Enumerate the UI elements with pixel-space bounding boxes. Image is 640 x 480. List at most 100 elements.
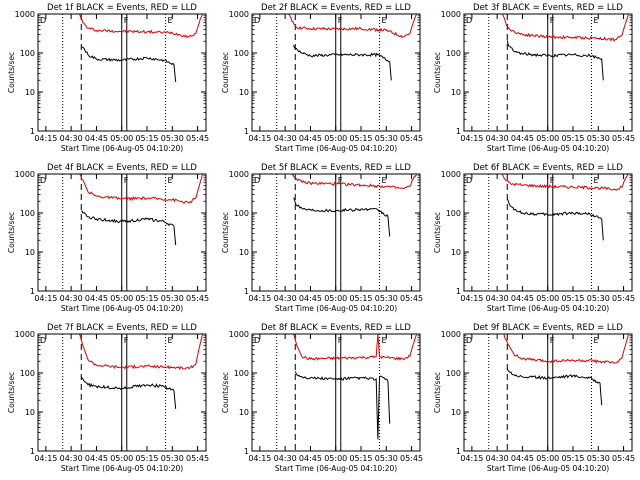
y-tick-label: 1000 xyxy=(15,330,35,339)
x-tick-label: 05:00 xyxy=(324,294,347,303)
y-tick-label: 1 xyxy=(456,127,461,136)
y-tick-label: 1000 xyxy=(15,10,35,19)
x-axis-label: Start Time (06-Aug-05 04:10:20) xyxy=(487,144,609,153)
x-tick-label: 05:00 xyxy=(324,134,347,143)
marker-label: D xyxy=(466,16,472,25)
x-tick-label: 04:45 xyxy=(299,454,322,463)
lld-series-line xyxy=(79,173,204,204)
plot-frame xyxy=(463,173,633,292)
x-tick-label: 04:45 xyxy=(299,134,322,143)
chart-title: Det 5f BLACK = Events, RED = LLD xyxy=(261,163,411,173)
y-tick-label: 100 xyxy=(20,49,35,58)
x-tick-label: 05:45 xyxy=(400,294,423,303)
y-tick-label: 10 xyxy=(451,248,461,257)
marker-label: E xyxy=(382,336,387,345)
plot-frame xyxy=(37,333,207,452)
y-axis-label: Counts/sec xyxy=(433,372,442,413)
x-axis-label: Start Time (06-Aug-05 04:10:20) xyxy=(487,464,609,473)
x-tick-label: 04:45 xyxy=(511,294,534,303)
y-tick-label: 100 xyxy=(446,209,461,218)
events-series-line xyxy=(80,45,177,83)
lld-series-line xyxy=(79,13,204,39)
marker-label: E xyxy=(382,16,387,25)
events-series-line xyxy=(293,44,392,81)
y-tick-label: 100 xyxy=(234,49,249,58)
events-series-line xyxy=(81,210,177,246)
y-tick-label: 10 xyxy=(239,248,249,257)
plot-frame xyxy=(251,333,421,452)
marker-label: E xyxy=(382,176,387,185)
y-tick-label: 10 xyxy=(451,88,461,97)
x-tick-label: 04:45 xyxy=(85,134,108,143)
y-axis-label: Counts/sec xyxy=(7,212,16,253)
x-tick-label: 05:30 xyxy=(375,294,398,303)
x-tick-label: 05:30 xyxy=(587,454,610,463)
y-tick-label: 10 xyxy=(239,408,249,417)
x-tick-label: 04:45 xyxy=(85,454,108,463)
x-tick-label: 05:45 xyxy=(400,134,423,143)
x-tick-label: 05:30 xyxy=(161,134,184,143)
plot-frame xyxy=(251,13,421,132)
x-tick-label: 04:30 xyxy=(274,134,297,143)
lld-series-line xyxy=(501,173,629,191)
x-tick-label: 04:45 xyxy=(299,294,322,303)
marker-label: F xyxy=(124,176,129,185)
lld-series-line xyxy=(503,333,630,364)
marker-label: E xyxy=(594,336,599,345)
marker-label: D xyxy=(40,16,46,25)
x-tick-label: 05:00 xyxy=(536,454,559,463)
x-tick-label: 04:30 xyxy=(486,454,509,463)
y-axis-label: Counts/sec xyxy=(221,212,230,253)
marker-label: F xyxy=(124,16,129,25)
x-tick-label: 05:15 xyxy=(561,454,584,463)
events-series-line xyxy=(506,40,604,81)
x-tick-label: 04:15 xyxy=(460,454,483,463)
y-tick-label: 1000 xyxy=(15,170,35,179)
x-axis-label: Start Time (06-Aug-05 04:10:20) xyxy=(275,144,397,153)
chart-panel: Det 8f BLACK = Events, RED = LLD Counts/s… xyxy=(221,323,423,473)
x-tick-label: 04:45 xyxy=(511,134,534,143)
y-axis-label: Counts/sec xyxy=(433,52,442,93)
x-tick-label: 05:30 xyxy=(161,454,184,463)
y-axis-label: Counts/sec xyxy=(221,52,230,93)
x-tick-label: 05:45 xyxy=(612,294,635,303)
y-tick-label: 1 xyxy=(30,127,35,136)
y-tick-label: 1 xyxy=(456,287,461,296)
x-axis-label: Start Time (06-Aug-05 04:10:20) xyxy=(275,464,397,473)
y-tick-label: 1000 xyxy=(229,170,249,179)
plot-frame xyxy=(463,333,633,452)
lld-series-line xyxy=(293,333,418,361)
y-tick-label: 1 xyxy=(244,127,249,136)
x-tick-label: 05:00 xyxy=(110,294,133,303)
y-tick-label: 1000 xyxy=(441,330,461,339)
x-tick-label: 04:30 xyxy=(60,134,83,143)
events-series-line xyxy=(506,198,604,241)
x-tick-label: 05:15 xyxy=(349,454,372,463)
chart-panel: Det 7f BLACK = Events, RED = LLD Counts/s… xyxy=(7,323,209,473)
y-tick-label: 10 xyxy=(25,88,35,97)
y-tick-label: 1 xyxy=(244,287,249,296)
marker-label: D xyxy=(40,336,46,345)
y-axis-label: Counts/sec xyxy=(433,212,442,253)
marker-label: E xyxy=(594,16,599,25)
plot-frame xyxy=(463,13,633,132)
x-tick-label: 04:30 xyxy=(60,294,83,303)
x-tick-label: 05:00 xyxy=(536,294,559,303)
x-tick-label: 05:15 xyxy=(135,134,158,143)
marker-label: D xyxy=(466,336,472,345)
lld-series-line xyxy=(291,173,418,190)
plot-frame xyxy=(37,173,207,292)
x-axis-label: Start Time (06-Aug-05 04:10:20) xyxy=(275,304,397,313)
marker-label: D xyxy=(466,176,472,185)
marker-label: E xyxy=(168,176,173,185)
x-tick-label: 05:30 xyxy=(161,294,184,303)
events-series-line xyxy=(506,368,603,406)
y-tick-label: 1000 xyxy=(441,170,461,179)
marker-label: F xyxy=(550,176,555,185)
x-tick-label: 05:15 xyxy=(561,134,584,143)
chart-title: Det 8f BLACK = Events, RED = LLD xyxy=(261,323,411,333)
y-axis-label: Counts/sec xyxy=(7,372,16,413)
chart-title: Det 3f BLACK = Events, RED = LLD xyxy=(473,3,623,13)
y-tick-label: 100 xyxy=(446,49,461,58)
y-tick-label: 10 xyxy=(25,408,35,417)
